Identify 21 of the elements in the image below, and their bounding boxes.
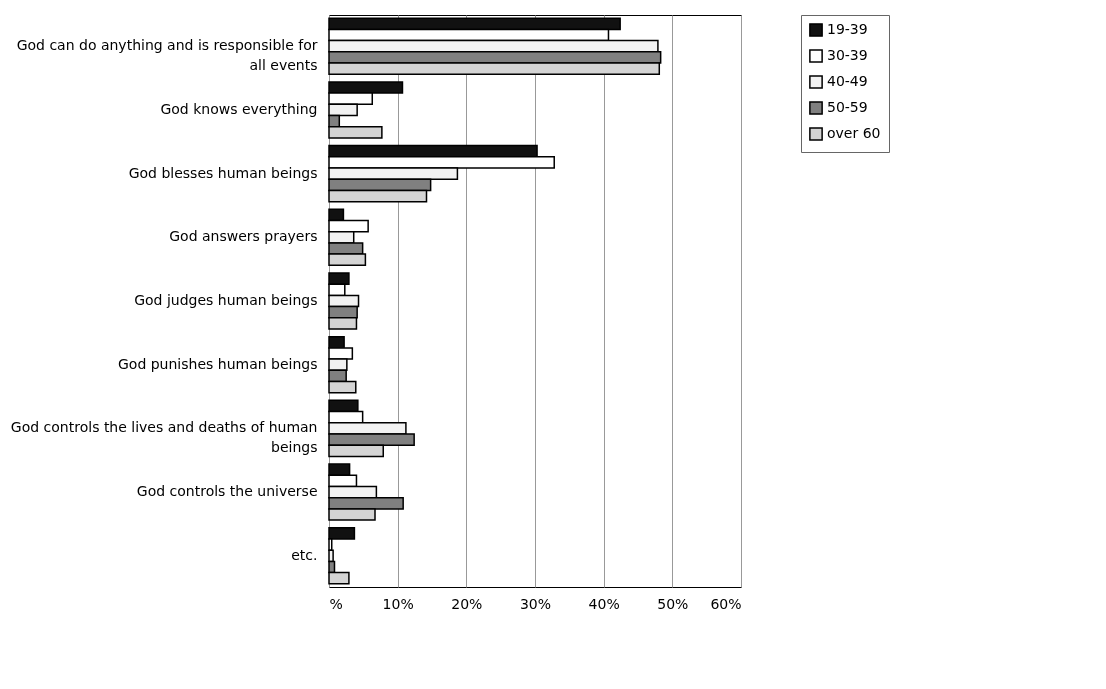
y-tick-label: etc. [291, 546, 318, 563]
y-tick-label: God answers prayers [169, 228, 318, 245]
y-tick-label: God judges human beings [134, 292, 318, 308]
y-tick-label: God blesses human beings [128, 164, 318, 181]
y-tick-label: God can do anything and is responsible for all events [16, 37, 318, 74]
y-tick-label: God knows everything [160, 100, 318, 117]
y-tick-label: God controls the lives and deaths of human beings [10, 419, 318, 456]
legend-label: 19-39 [827, 21, 868, 37]
legend-label: 30-39 [827, 47, 868, 63]
x-tick-label: 30% [519, 595, 552, 612]
x-tick-label: 40% [588, 595, 620, 612]
legend-label: over 60 [827, 125, 881, 141]
x-tick-label: 10% [382, 595, 414, 612]
x-tick-label: 60% [710, 595, 742, 612]
x-tick-label: 50% [657, 595, 689, 612]
legend-label: 40-49 [827, 73, 868, 89]
x-tick-label: 20% [451, 595, 483, 612]
legend-label: 50-59 [827, 99, 868, 115]
x-tick-label: % [329, 595, 343, 612]
y-tick-label: God controls the universe [136, 483, 318, 500]
y-tick-label: God punishes human beings [117, 355, 318, 372]
